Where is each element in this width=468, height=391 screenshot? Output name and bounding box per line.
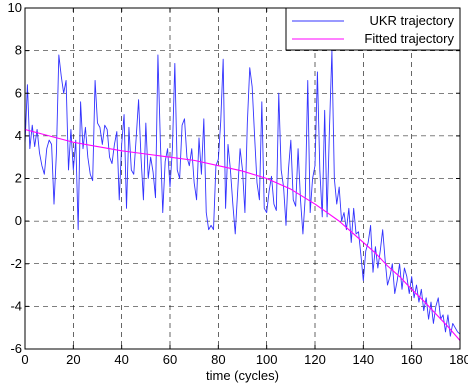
y-tick-label: 6 <box>15 85 22 100</box>
x-tick-label: 60 <box>163 352 177 367</box>
x-tick-label: 120 <box>304 352 326 367</box>
axis-ticks: 0 20 40 60 80 100 120 140 160 180 -6 -4 -2 0 2 4 6 8 10 <box>8 0 468 367</box>
x-tick-label: 100 <box>256 352 278 367</box>
x-tick-label: 140 <box>352 352 374 367</box>
legend-label: UKR trajectory <box>369 13 454 28</box>
x-tick-label: 40 <box>114 352 128 367</box>
y-tick-label: 8 <box>15 43 22 58</box>
y-tick-label: -6 <box>10 341 22 356</box>
legend: UKR trajectory Fitted trajectory <box>285 7 461 51</box>
x-tick-label: 160 <box>401 352 423 367</box>
series-line-ukr-trajectory <box>24 50 461 337</box>
y-tick-label: 4 <box>15 128 22 143</box>
grid-lines <box>25 8 460 349</box>
y-tick-label: 2 <box>15 171 22 186</box>
series-layer <box>24 50 461 341</box>
y-tick-label: -4 <box>10 298 22 313</box>
y-tick-label: 10 <box>8 0 22 15</box>
series-line-fitted-trajectory <box>24 128 461 341</box>
legend-label: Fitted trajectory <box>364 31 454 46</box>
x-axis-label: time (cycles) <box>206 368 279 383</box>
x-tick-label: 180 <box>449 352 468 367</box>
x-tick-label: 20 <box>66 352 80 367</box>
y-tick-label: -2 <box>10 256 22 271</box>
x-tick-label: 0 <box>21 352 28 367</box>
x-tick-label: 80 <box>211 352 225 367</box>
y-tick-label: 0 <box>15 213 22 228</box>
legend-box <box>285 7 461 51</box>
